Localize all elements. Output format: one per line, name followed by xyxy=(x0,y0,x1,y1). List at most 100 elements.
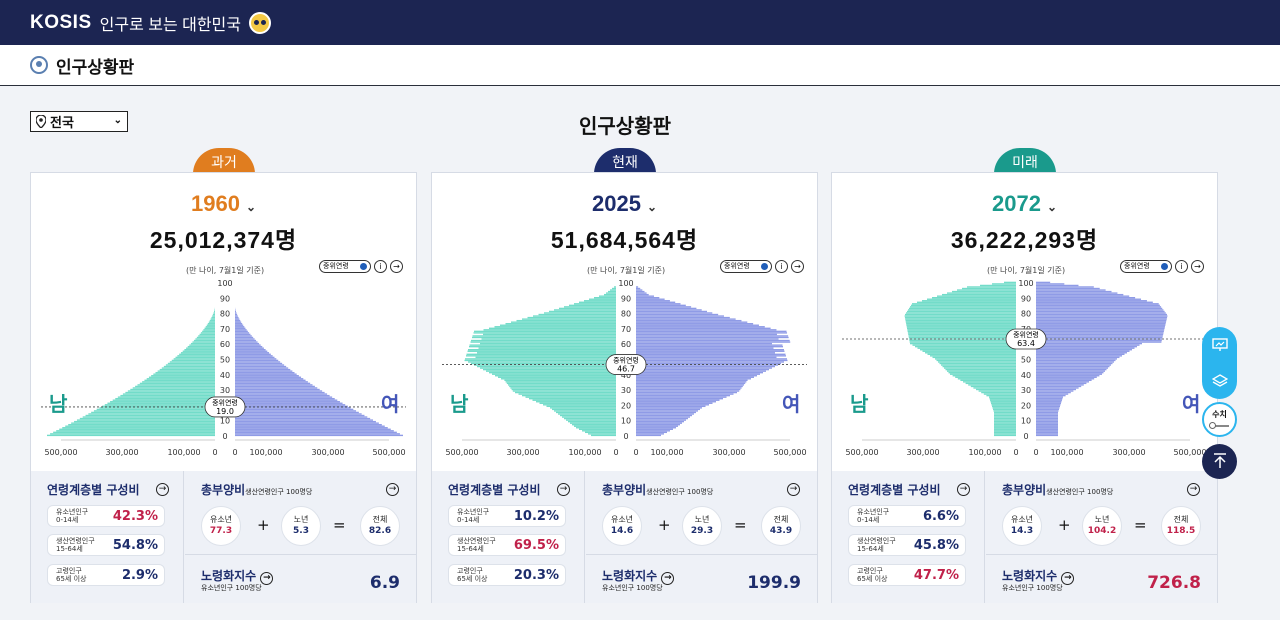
arrow-right-icon[interactable]: → xyxy=(156,483,169,496)
female-age-bar xyxy=(1036,355,1122,357)
male-age-bar xyxy=(130,388,215,391)
year-select[interactable]: 2025 ⌄ xyxy=(432,191,817,217)
median-age-label: 중위연령 xyxy=(1013,331,1039,339)
male-age-bar xyxy=(93,410,215,412)
female-age-bar xyxy=(1036,384,1084,386)
female-age-bar xyxy=(1036,423,1058,426)
working-ratio-row: 생산연령인구 15-64세 45.8% xyxy=(848,534,966,556)
female-age-bar xyxy=(1036,408,1059,411)
median-age-toggle[interactable]: 중위연령 xyxy=(319,260,371,273)
arrow-right-icon[interactable]: → xyxy=(386,483,399,496)
female-age-bar xyxy=(636,293,649,296)
info-icon[interactable]: i xyxy=(775,260,788,273)
female-age-bar xyxy=(1036,370,1105,372)
male-age-bar xyxy=(927,353,1016,356)
arrow-right-icon[interactable]: → xyxy=(957,483,970,496)
female-age-bar xyxy=(235,336,254,339)
info-icon[interactable]: i xyxy=(374,260,387,273)
sub-header-title: 인구상황판 xyxy=(56,57,135,77)
female-age-bar xyxy=(1036,283,1065,285)
arrow-right-icon[interactable]: → xyxy=(1061,572,1075,585)
median-age-toggle[interactable]: 중위연령 xyxy=(720,260,772,273)
value-toggle-button[interactable]: 수치 xyxy=(1202,402,1237,437)
male-age-bar xyxy=(922,300,1016,302)
female-age-bar xyxy=(1036,332,1164,334)
male-age-bar xyxy=(206,324,215,326)
arrow-right-icon[interactable]: → xyxy=(557,483,570,496)
elderly-range: 65세 이상 xyxy=(857,575,888,583)
female-age-bar xyxy=(1036,306,1162,308)
male-age-bar xyxy=(908,335,1016,337)
male-age-bar xyxy=(612,287,616,290)
male-age-bar xyxy=(165,364,215,366)
female-age-bar xyxy=(1036,298,1142,300)
age-tick-label: 100 xyxy=(618,279,633,288)
info-icon[interactable]: i xyxy=(1175,260,1188,273)
female-age-bar xyxy=(636,309,702,311)
male-age-bar xyxy=(200,332,215,334)
male-age-bar xyxy=(907,329,1016,331)
indicator-section: 연령계층별 구성비 → 유소년인구 0-14세 10.2% 생산연령인구 15-64세… xyxy=(432,471,817,603)
youth-range: 0-14세 xyxy=(457,516,480,524)
male-age-bar xyxy=(606,292,616,294)
arrow-right-icon[interactable]: → xyxy=(1187,483,1200,496)
region-select[interactable]: 전국 ⌄ xyxy=(30,111,128,132)
female-age-bar xyxy=(235,349,266,351)
male-age-bar xyxy=(212,315,215,317)
female-age-bar xyxy=(235,405,348,408)
female-age-bar xyxy=(235,431,397,434)
male-age-bar xyxy=(905,318,1016,320)
female-age-bar xyxy=(235,341,258,343)
male-age-bar xyxy=(960,379,1016,382)
chart-view-button[interactable] xyxy=(1202,327,1237,363)
equals-sign: = xyxy=(333,516,346,534)
old-dep-value: 29.3 xyxy=(690,526,714,536)
population-tick-label: 0 xyxy=(1013,448,1018,457)
median-age-toggle[interactable]: 중위연령 xyxy=(1120,260,1172,273)
youth-label: 유소년인구 xyxy=(457,508,490,516)
female-age-bar xyxy=(636,402,713,404)
arrow-right-icon[interactable]: → xyxy=(390,260,403,273)
male-age-bar xyxy=(144,379,215,382)
male-age-bar xyxy=(965,382,1016,385)
age-tick-label: 80 xyxy=(621,310,631,319)
arrow-right-icon[interactable]: → xyxy=(1191,260,1204,273)
female-age-bar xyxy=(235,355,273,357)
male-age-bar xyxy=(941,364,1016,366)
male-age-bar xyxy=(572,423,616,426)
layers-button[interactable] xyxy=(1202,363,1237,399)
female-age-bar xyxy=(1036,428,1058,430)
aging-title: 노령화지수 → xyxy=(602,567,675,585)
female-age-bar xyxy=(636,423,680,426)
female-age-bar xyxy=(636,394,730,397)
female-age-bar xyxy=(1036,368,1107,371)
female-age-bar xyxy=(235,396,333,398)
year-select[interactable]: 2072 ⌄ xyxy=(832,191,1217,217)
male-age-bar xyxy=(477,352,616,354)
arrow-right-icon[interactable]: → xyxy=(787,483,800,496)
elderly-ratio-row: 고령인구 65세 이상 2.9% xyxy=(47,564,165,586)
age-tick-label: 30 xyxy=(1021,386,1031,395)
male-age-bar xyxy=(947,370,1016,372)
female-age-bar xyxy=(1036,385,1082,388)
male-age-bar xyxy=(917,347,1016,349)
female-age-bar xyxy=(1036,433,1058,435)
male-age-bar xyxy=(525,396,616,398)
female-age-bar xyxy=(636,422,682,424)
aging-title-text: 노령화지수 xyxy=(1002,569,1058,583)
female-age-bar xyxy=(235,417,371,420)
female-age-bar xyxy=(636,332,788,334)
male-age-bar xyxy=(190,342,215,345)
kosis-logo[interactable]: KOSIS xyxy=(30,11,92,33)
male-age-bar xyxy=(478,347,616,349)
male-age-bar xyxy=(471,339,616,342)
female-age-bar xyxy=(636,342,772,345)
arrow-right-icon[interactable]: → xyxy=(791,260,804,273)
year-select[interactable]: 1960 ⌄ xyxy=(31,191,416,217)
arrow-right-icon[interactable]: → xyxy=(260,572,274,585)
male-age-bar xyxy=(976,388,1016,391)
arrow-right-icon[interactable]: → xyxy=(661,572,675,585)
female-age-bar xyxy=(235,352,270,354)
scroll-top-button[interactable] xyxy=(1202,444,1237,479)
working-range: 15-64세 xyxy=(56,545,83,553)
